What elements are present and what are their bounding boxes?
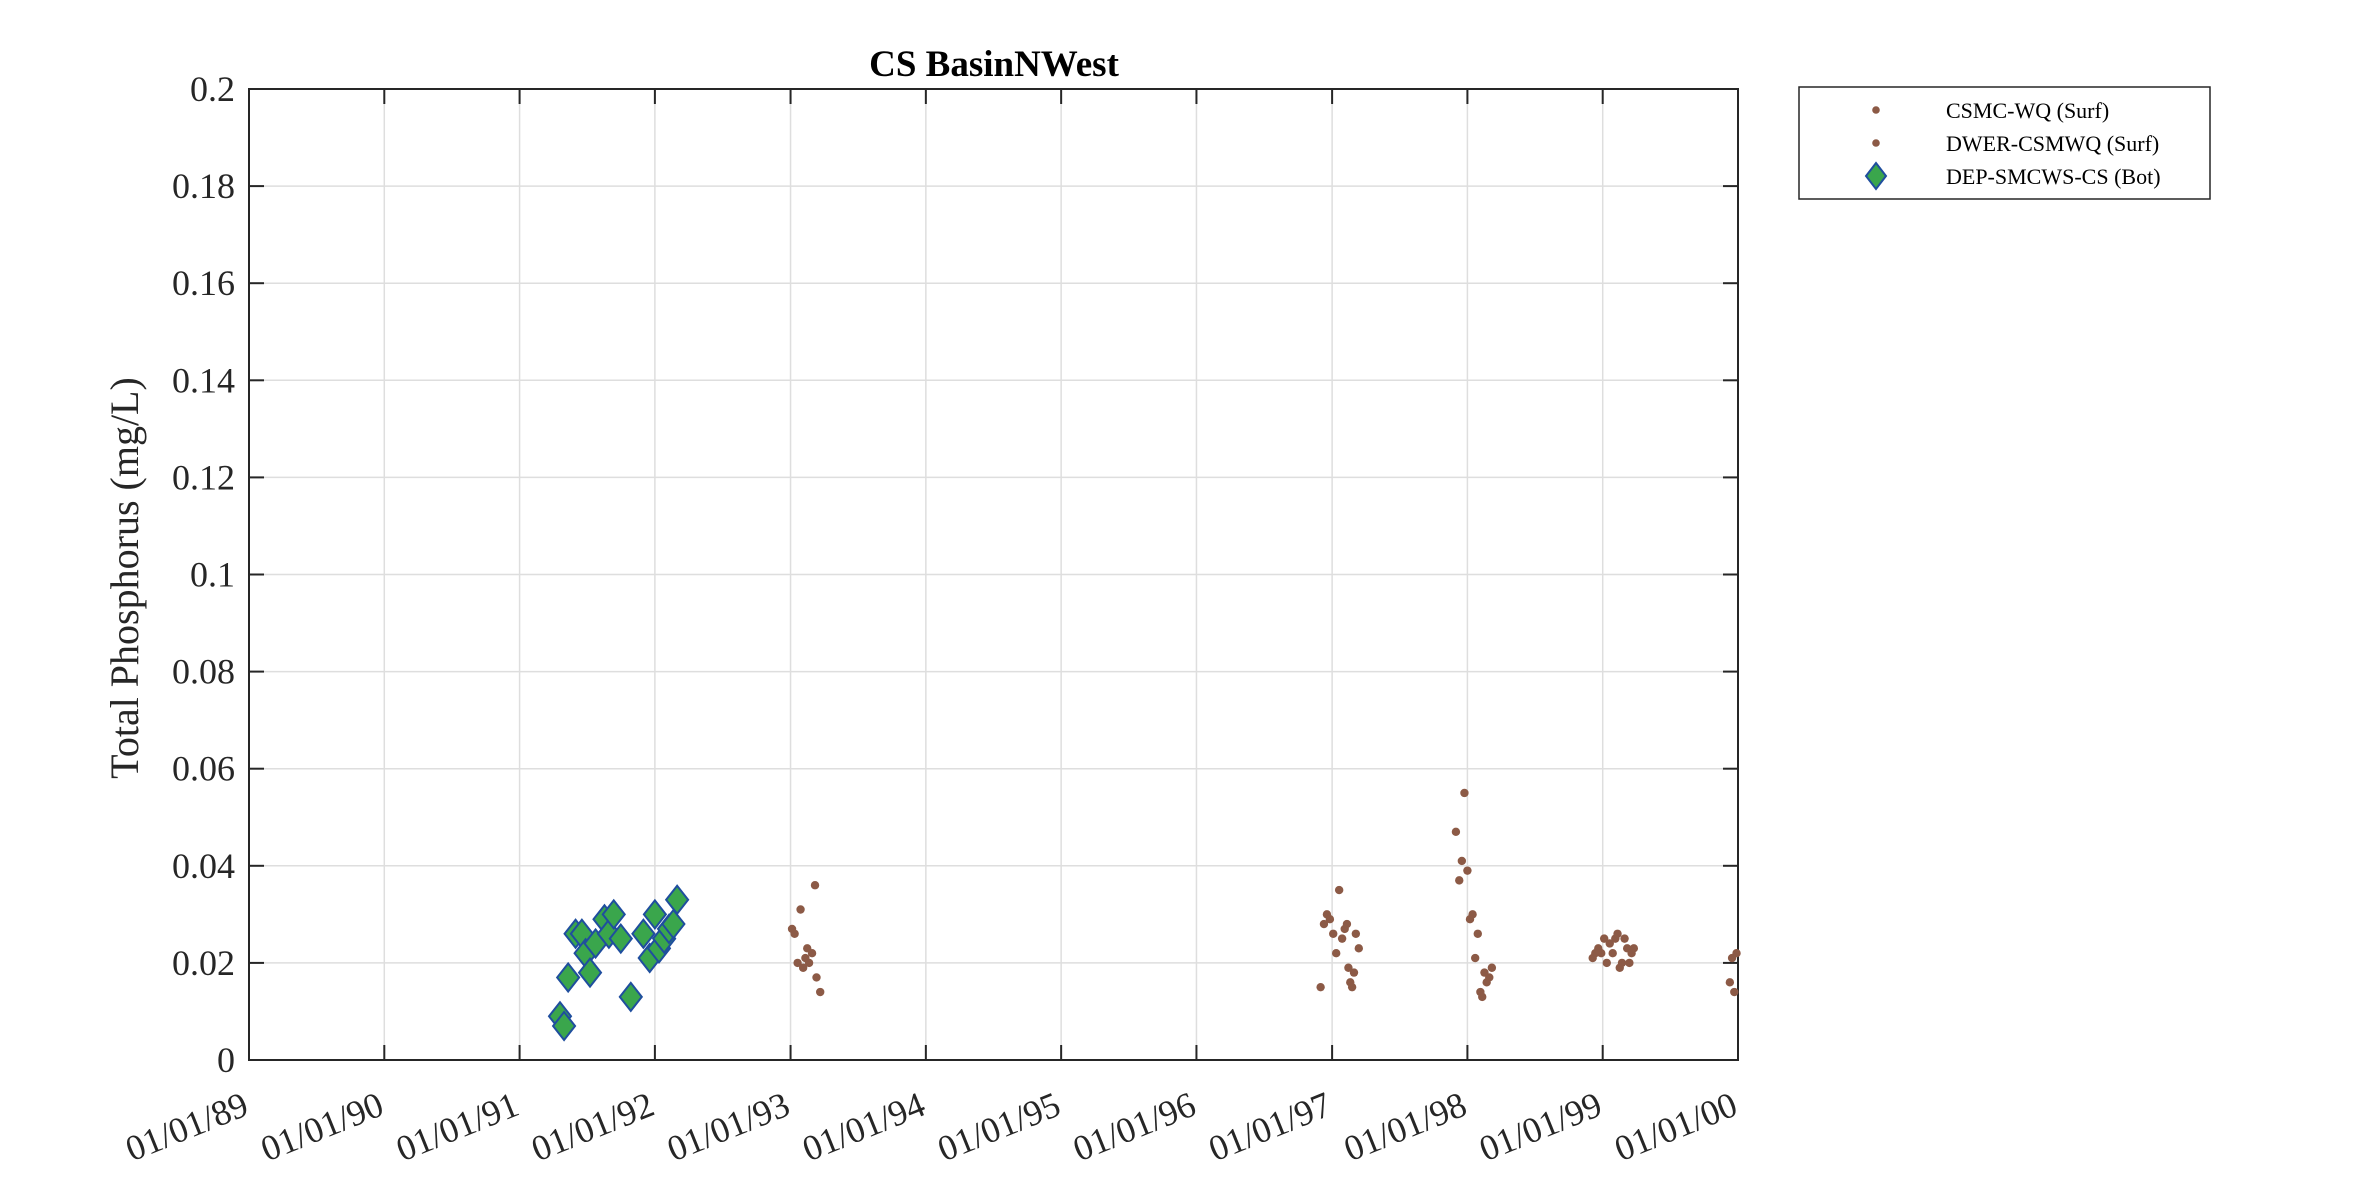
data-point-dot bbox=[796, 905, 805, 914]
data-point-dot bbox=[807, 948, 817, 958]
data-point-dot bbox=[1342, 919, 1352, 929]
chart-title: CS BasinNWest bbox=[869, 44, 1119, 85]
data-point-dot bbox=[798, 963, 808, 972]
data-point-dot bbox=[1487, 963, 1497, 972]
legend-entry: DWER-CSMWQ (Surf) bbox=[1946, 131, 2159, 156]
data-point-dot bbox=[1605, 939, 1614, 948]
data-point-dot bbox=[1732, 948, 1741, 958]
data-point-dot bbox=[1730, 987, 1739, 997]
data-point-dot bbox=[1613, 929, 1622, 938]
y-axis-label: Total Phosphorus (mg/L) bbox=[102, 377, 147, 779]
data-point-dot bbox=[1617, 958, 1627, 968]
y-tick-label: 0.02 bbox=[172, 943, 235, 983]
data-point-dot bbox=[1473, 929, 1482, 938]
data-point-dot bbox=[1319, 919, 1329, 929]
legend-entry: CSMC-WQ (Surf) bbox=[1946, 98, 2109, 123]
y-tick-label: 0.14 bbox=[172, 360, 235, 400]
data-point-dot bbox=[1331, 948, 1341, 958]
legend-entry: DEP-SMCWS-CS (Bot) bbox=[1946, 164, 2161, 189]
y-tick-label: 0.16 bbox=[172, 263, 235, 303]
y-tick-label: 0.1 bbox=[190, 555, 235, 595]
data-point-dot bbox=[1316, 982, 1325, 992]
data-point-dot bbox=[1347, 982, 1357, 992]
data-point-dot bbox=[1478, 992, 1487, 1002]
legend-marker-diamond bbox=[1864, 161, 1888, 191]
plot-area-frame bbox=[248, 88, 1739, 1061]
data-point-dot bbox=[1597, 948, 1606, 958]
data-point-dot bbox=[1725, 978, 1735, 987]
data-point-dot bbox=[1620, 934, 1629, 943]
data-point-dot bbox=[1608, 948, 1617, 958]
data-point-dot bbox=[1351, 929, 1361, 938]
data-point-dot bbox=[1325, 915, 1335, 924]
data-point-dot bbox=[1485, 973, 1494, 982]
data-point-diamond bbox=[608, 923, 634, 955]
data-point-dot bbox=[1337, 934, 1347, 943]
data-point-dot bbox=[1629, 944, 1639, 953]
data-point-diamond bbox=[661, 908, 686, 940]
y-tick-label: 0.06 bbox=[172, 749, 235, 789]
data-point-dot bbox=[793, 958, 802, 968]
data-point-dot bbox=[1460, 788, 1469, 798]
data-point-diamond bbox=[631, 918, 656, 950]
data-point-dot bbox=[790, 929, 799, 938]
y-tick-label: 0.04 bbox=[172, 846, 235, 886]
data-point-dot bbox=[812, 973, 821, 982]
data-point-diamond bbox=[618, 981, 644, 1013]
data-point-dot bbox=[1470, 953, 1480, 963]
legend-marker-dot bbox=[1872, 139, 1880, 147]
data-point-dot bbox=[1602, 958, 1611, 968]
legend-marker-dot bbox=[1872, 106, 1880, 114]
legend-box bbox=[1798, 86, 2211, 200]
data-point-dot bbox=[1455, 876, 1464, 885]
data-point-dot bbox=[1457, 856, 1467, 866]
data-point-diamond bbox=[601, 898, 627, 930]
data-point-dot bbox=[1349, 968, 1359, 977]
y-tick-label: 0.18 bbox=[172, 166, 235, 206]
data-point-dot bbox=[810, 881, 820, 890]
y-tick-label: 0.12 bbox=[172, 457, 235, 497]
data-point-diamond bbox=[551, 1010, 577, 1042]
y-tick-label: 0.08 bbox=[172, 652, 235, 692]
data-point-dot bbox=[1463, 866, 1472, 875]
data-point-dot bbox=[1354, 944, 1363, 953]
data-point-dot bbox=[804, 958, 814, 968]
data-point-dot bbox=[1334, 885, 1344, 895]
legend: CSMC-WQ (Surf) DWER-CSMWQ (Surf) DEP-SMCWS… bbox=[1798, 86, 2211, 200]
data-point-diamond bbox=[642, 898, 668, 930]
data-point-diamond bbox=[555, 961, 581, 994]
data-point-dot bbox=[1625, 958, 1634, 968]
data-point-dot bbox=[1329, 929, 1338, 938]
data-point-dot bbox=[1451, 827, 1461, 837]
data-point-dot bbox=[1344, 963, 1353, 972]
data-point-dot bbox=[816, 987, 825, 997]
data-point-dot bbox=[1468, 910, 1477, 919]
data-point-diamond bbox=[577, 956, 603, 989]
data-point-diamond bbox=[664, 884, 690, 916]
data-point-dot bbox=[1599, 934, 1609, 943]
y-tick-label: 0 bbox=[217, 1040, 235, 1080]
y-tick-label: 0.2 bbox=[190, 69, 235, 109]
